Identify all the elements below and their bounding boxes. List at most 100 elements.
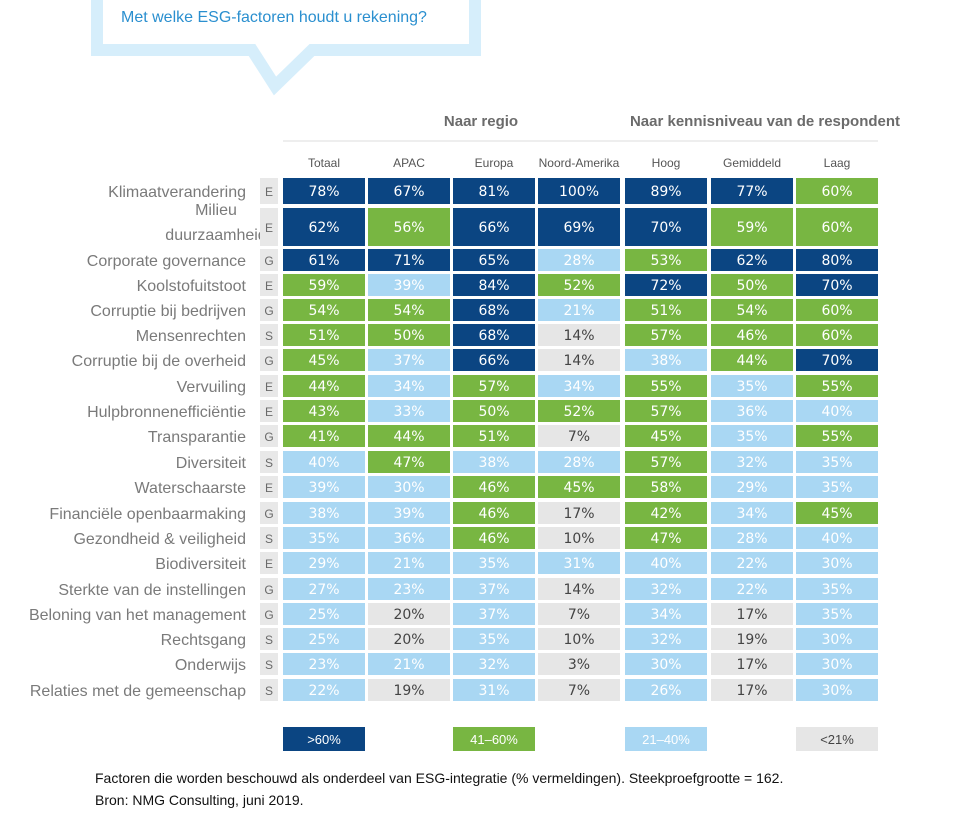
cell-value: 70% xyxy=(650,220,681,236)
row-label: Relaties met de gemeenschap xyxy=(30,683,246,700)
cell-value: 35% xyxy=(821,455,852,471)
category-letter: E xyxy=(265,380,273,394)
category-cell xyxy=(260,178,278,204)
heatmap-cell xyxy=(538,603,620,625)
heatmap-cell xyxy=(368,679,450,701)
column-header: Gemiddeld xyxy=(723,156,781,170)
cell-value: 33% xyxy=(393,404,424,420)
heatmap-cell xyxy=(796,451,878,473)
heatmap-cell xyxy=(283,324,365,346)
cell-value: 34% xyxy=(736,506,767,522)
heatmap-cell xyxy=(453,603,535,625)
heatmap-cell xyxy=(453,208,535,246)
cell-value: 45% xyxy=(821,506,852,522)
cell-value: 41% xyxy=(308,429,339,445)
cell-value: 30% xyxy=(821,556,852,572)
legend-label: <21% xyxy=(820,732,854,747)
heatmap-cell xyxy=(711,451,793,473)
heatmap-cell xyxy=(453,578,535,600)
heatmap-cell xyxy=(538,274,620,296)
cell-value: 10% xyxy=(563,531,594,547)
heatmap-cell xyxy=(796,349,878,371)
cell-value: 35% xyxy=(736,379,767,395)
heatmap-cell xyxy=(538,349,620,371)
row-label: Sterkte van de instellingen xyxy=(58,582,246,599)
category-cell xyxy=(260,375,278,397)
heatmap-cell xyxy=(368,628,450,650)
heatmap-cell xyxy=(625,552,707,574)
cell-value: 28% xyxy=(736,531,767,547)
category-cell xyxy=(260,527,278,549)
cell-value: 72% xyxy=(650,278,681,294)
category-cell xyxy=(260,249,278,271)
cell-value: 26% xyxy=(650,683,681,699)
category-letter: G xyxy=(264,254,273,268)
cell-value: 69% xyxy=(563,220,594,236)
heatmap-cell xyxy=(625,628,707,650)
cell-value: 28% xyxy=(563,253,594,269)
cell-value: 46% xyxy=(478,531,509,547)
column-header: APAC xyxy=(393,156,425,170)
heatmap-cell xyxy=(796,552,878,574)
cell-value: 55% xyxy=(821,429,852,445)
cell-value: 37% xyxy=(478,582,509,598)
category-letter: S xyxy=(265,456,273,470)
cell-value: 66% xyxy=(478,353,509,369)
cell-value: 35% xyxy=(821,582,852,598)
heatmap-cell xyxy=(538,425,620,447)
cell-value: 34% xyxy=(650,607,681,623)
cell-value: 78% xyxy=(308,184,339,200)
heatmap-cell xyxy=(538,679,620,701)
cell-value: 50% xyxy=(736,278,767,294)
cell-value: 21% xyxy=(393,657,424,673)
cell-value: 42% xyxy=(650,506,681,522)
category-letter: E xyxy=(265,405,273,419)
cell-value: 36% xyxy=(736,404,767,420)
heatmap-cell xyxy=(368,324,450,346)
heatmap-cell xyxy=(796,324,878,346)
cell-value: 57% xyxy=(650,328,681,344)
cell-value: 45% xyxy=(650,429,681,445)
cell-value: 45% xyxy=(308,353,339,369)
cell-value: 77% xyxy=(736,184,767,200)
cell-value: 30% xyxy=(393,480,424,496)
cell-value: 14% xyxy=(563,353,594,369)
cell-value: 25% xyxy=(308,607,339,623)
row-label: Klimaatverandering xyxy=(108,184,246,201)
cell-value: 44% xyxy=(736,353,767,369)
category-cell xyxy=(260,603,278,625)
category-cell xyxy=(260,299,278,321)
cell-value: 60% xyxy=(821,220,852,236)
category-cell xyxy=(260,476,278,498)
heatmap-cell xyxy=(796,578,878,600)
heatmap-cell xyxy=(711,400,793,422)
heatmap-cell xyxy=(368,603,450,625)
cell-value: 81% xyxy=(478,184,509,200)
heatmap-cell xyxy=(368,400,450,422)
heatmap-cell xyxy=(711,502,793,524)
cell-value: 14% xyxy=(563,328,594,344)
heatmap-cell xyxy=(283,527,365,549)
cell-value: 31% xyxy=(478,683,509,699)
cell-value: 46% xyxy=(736,328,767,344)
heatmap-cell xyxy=(711,603,793,625)
cell-value: 54% xyxy=(308,303,339,319)
category-letter: S xyxy=(265,684,273,698)
cell-value: 40% xyxy=(308,455,339,471)
cell-value: 44% xyxy=(393,429,424,445)
row-label: Corruptie bij de overheid xyxy=(72,353,246,370)
cell-value: 68% xyxy=(478,303,509,319)
cell-value: 7% xyxy=(568,429,590,445)
heatmap-cell xyxy=(538,628,620,650)
legend-swatch xyxy=(453,727,535,751)
cell-value: 46% xyxy=(478,480,509,496)
cell-value: 67% xyxy=(393,184,424,200)
cell-value: 28% xyxy=(563,455,594,471)
row-label: Gezondheid & veiligheid xyxy=(73,531,246,548)
heatmap-cell xyxy=(368,178,450,204)
cell-value: 22% xyxy=(736,556,767,572)
cell-value: 35% xyxy=(736,429,767,445)
row-label: Corruptie bij bedrijven xyxy=(90,303,246,320)
heatmap-cell xyxy=(453,299,535,321)
